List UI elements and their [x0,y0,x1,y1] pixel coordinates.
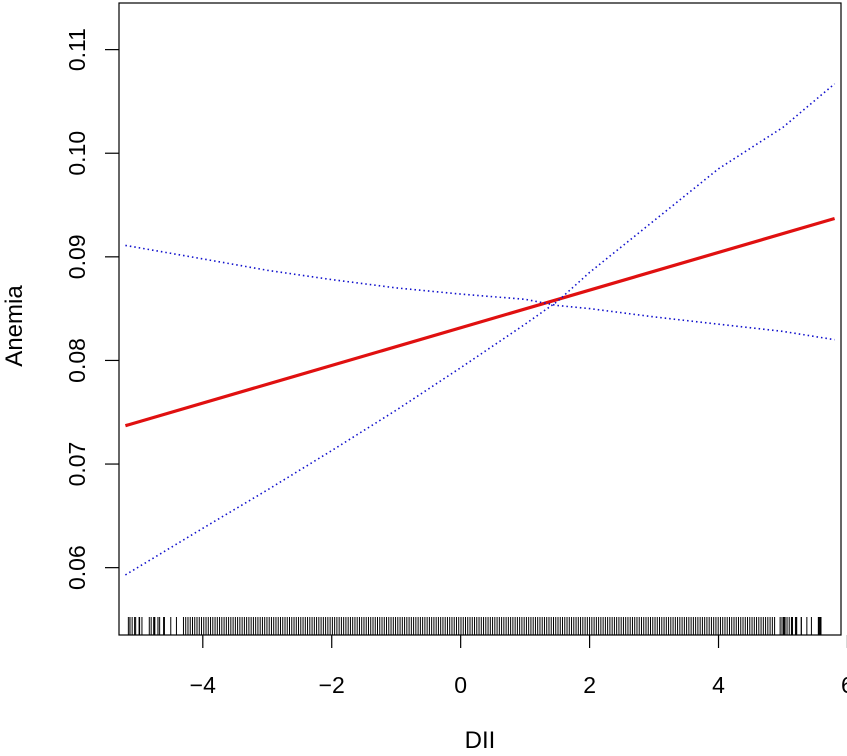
y-tick-label: 0.07 [64,442,90,487]
x-axis-title: DII [465,727,496,754]
series-group [124,83,836,576]
y-tick-label: 0.08 [64,338,90,383]
rug-plot [127,617,822,635]
y-axis-title: Anemia [1,285,28,367]
ci-upper-line [125,244,835,341]
plot-frame [118,2,842,636]
ci-lower-line [124,83,836,576]
x-tick-label: −4 [190,672,216,698]
x-tick-label: 6 [841,672,847,698]
y-tick-label: 0.11 [64,28,90,71]
x-tick-label: −2 [319,672,345,698]
x-tick-label: 4 [712,672,725,698]
y-tick-label: 0.09 [64,234,90,279]
x-tick-label: 2 [583,672,596,698]
y-tick-label: 0.10 [64,131,90,176]
y-axis: 0.06 0.07 0.08 0.09 0.10 0.11 [64,28,119,590]
fit-line [124,216,836,428]
x-axis: −4 −2 0 2 4 6 [190,635,847,698]
x-tick-label: 0 [454,672,467,698]
y-tick-label: 0.06 [64,545,90,590]
